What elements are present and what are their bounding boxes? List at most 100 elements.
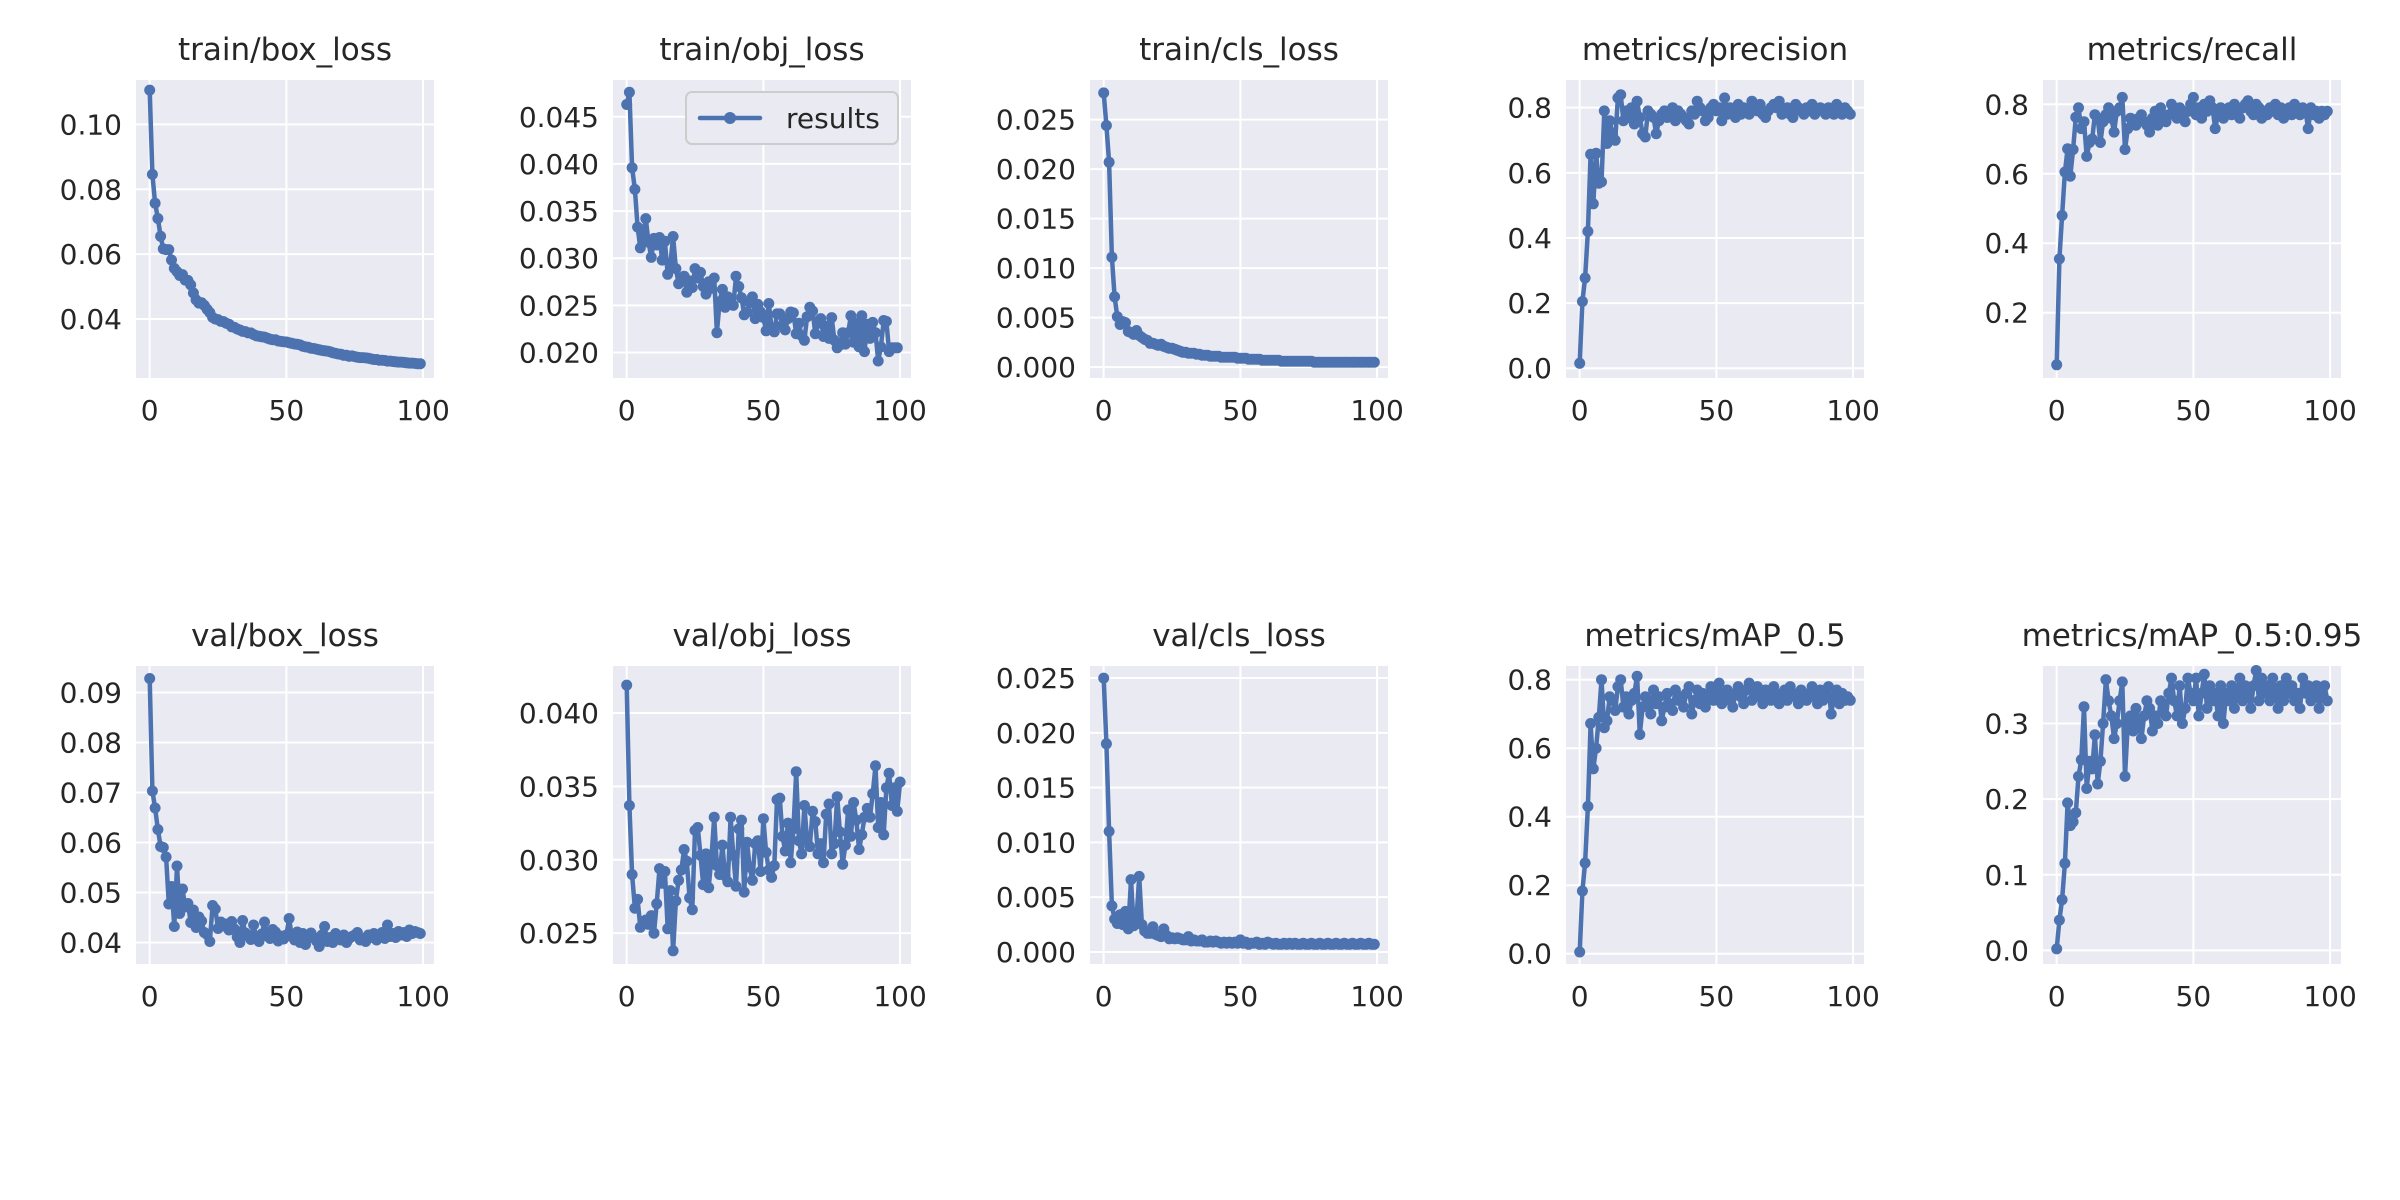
data-point (768, 860, 780, 872)
data-point (319, 921, 331, 932)
y-tick-label: 0.030 (519, 242, 599, 275)
data-point (1579, 857, 1591, 869)
data-point (2130, 702, 2142, 714)
y-tick-label: 0.4 (1984, 227, 2029, 260)
data-point (1719, 92, 1731, 104)
data-point (643, 918, 654, 930)
data-point (1628, 687, 1640, 699)
data-point (2237, 695, 2249, 707)
data-point (807, 305, 819, 317)
y-tick-label: 0.015 (996, 203, 1076, 236)
chart-title: metrics/mAP_0.5 (1584, 618, 1845, 654)
data-point (234, 937, 246, 948)
data-point (793, 835, 805, 847)
data-point (2114, 102, 2126, 114)
data-point (746, 874, 758, 886)
data-point (2228, 702, 2240, 714)
data-point (149, 802, 161, 814)
data-point (1598, 105, 1610, 117)
data-point (779, 324, 791, 336)
data-point (259, 916, 270, 928)
data-point (894, 776, 906, 788)
data-point (2272, 702, 2284, 714)
data-point (2313, 702, 2325, 714)
data-point (621, 99, 633, 110)
y-tick-label: 0.005 (996, 302, 1076, 335)
data-point (667, 945, 679, 957)
data-point (2302, 123, 2314, 135)
x-tick-label: 0 (618, 980, 636, 1013)
data-point (2081, 783, 2093, 794)
data-point (1713, 677, 1725, 689)
data-point (626, 162, 638, 174)
data-point (177, 883, 188, 895)
data-point (2171, 710, 2183, 722)
data-point (2056, 894, 2068, 906)
chart-title: train/box_loss (178, 32, 392, 68)
data-point (798, 800, 810, 811)
data-point (2062, 797, 2074, 809)
data-point (623, 86, 635, 98)
data-point (670, 895, 682, 907)
chart-panel: 0 50 100 0.0 0.1 0.2 0.3 metrics/mAP_0.5:0.95 (1984, 618, 2362, 1013)
data-point (2253, 695, 2265, 707)
legend: results (685, 91, 899, 145)
data-point (2198, 668, 2210, 680)
data-point (2051, 943, 2063, 955)
data-point (675, 864, 687, 876)
y-tick-label: 0.035 (519, 770, 599, 803)
data-point (1100, 120, 1112, 131)
data-point (1634, 729, 1646, 740)
data-point (1368, 356, 1380, 368)
data-point (870, 760, 881, 772)
data-point (414, 358, 426, 370)
x-tick-label: 50 (269, 394, 305, 427)
x-tick-label: 100 (2303, 980, 2356, 1013)
data-point (248, 919, 260, 931)
data-point (1650, 128, 1662, 140)
y-tick-label: 0.6 (1507, 732, 1552, 765)
data-point (711, 860, 723, 872)
data-point (1607, 694, 1618, 706)
data-point (2133, 718, 2145, 729)
data-point (856, 310, 868, 322)
data-point (2231, 687, 2243, 699)
data-point (146, 168, 158, 180)
y-tick-label: 0.09 (60, 677, 122, 710)
x-tick-label: 50 (746, 980, 782, 1013)
data-point (2067, 816, 2079, 828)
data-point (2067, 144, 2079, 155)
y-tick-label: 0.035 (519, 195, 599, 228)
data-point (2280, 672, 2292, 684)
data-point (626, 869, 638, 880)
data-point (2190, 672, 2202, 684)
data-point (2075, 754, 2087, 766)
data-point (779, 845, 791, 857)
y-tick-label: 0.020 (519, 337, 599, 370)
data-point (741, 836, 753, 848)
data-point (2187, 91, 2199, 103)
data-point (659, 235, 671, 247)
chart-title: train/cls_loss (1139, 32, 1339, 68)
data-point (155, 230, 167, 242)
x-tick-label: 100 (2303, 394, 2356, 427)
data-point (2094, 137, 2106, 148)
data-point (2223, 695, 2235, 707)
data-point (1120, 905, 1131, 917)
data-point (2059, 857, 2071, 869)
x-tick-label: 100 (1826, 394, 1879, 427)
data-point (2070, 111, 2082, 123)
data-point (171, 860, 183, 872)
data-point (2234, 112, 2246, 124)
data-point (2187, 695, 2199, 707)
data-point (146, 785, 158, 797)
data-point (144, 673, 156, 684)
data-point (204, 936, 216, 947)
data-point (880, 315, 892, 327)
chart-panel: 0 50 100 0.04 0.06 0.08 0.10 train/box_loss (60, 32, 450, 427)
data-point (1825, 708, 1837, 720)
y-tick-label: 0.8 (1507, 92, 1552, 125)
data-point (853, 844, 865, 855)
data-point (875, 341, 887, 353)
legend-marker-swatch (724, 112, 736, 124)
